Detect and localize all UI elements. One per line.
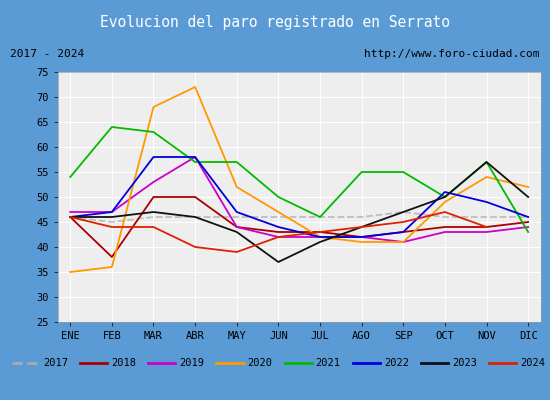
Text: 2022: 2022 [384,358,409,368]
Text: 2017: 2017 [43,358,68,368]
Text: 2017 - 2024: 2017 - 2024 [10,49,85,59]
Text: 2024: 2024 [520,358,545,368]
Text: 2020: 2020 [248,358,272,368]
Text: 2021: 2021 [316,358,340,368]
Text: 2018: 2018 [111,358,136,368]
Text: 2019: 2019 [179,358,204,368]
Text: Evolucion del paro registrado en Serrato: Evolucion del paro registrado en Serrato [100,16,450,30]
Text: 2023: 2023 [452,358,477,368]
Text: http://www.foro-ciudad.com: http://www.foro-ciudad.com [364,49,540,59]
